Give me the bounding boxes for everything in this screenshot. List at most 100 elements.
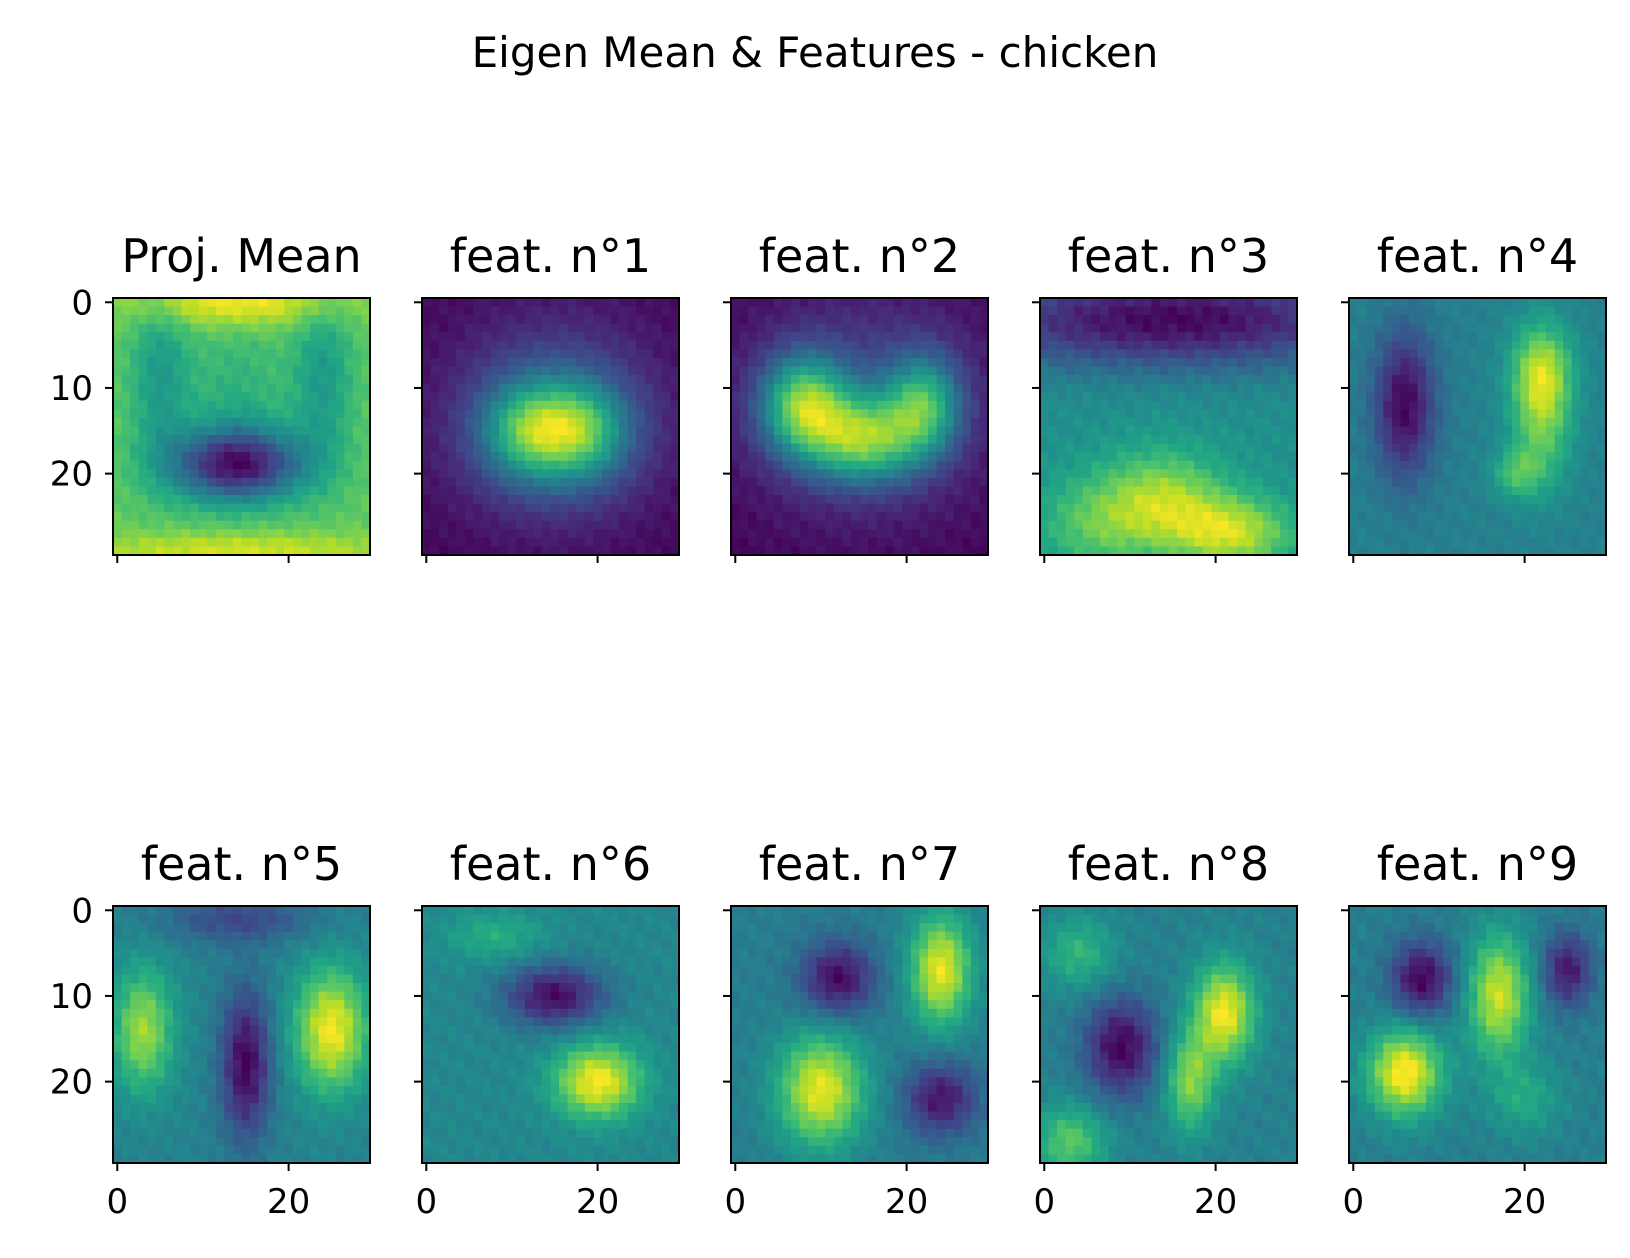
heatmap-cell [352, 306, 363, 316]
heatmap-cell [644, 520, 654, 530]
heatmap-cell [172, 1000, 183, 1010]
heatmap-cell [773, 452, 783, 462]
heatmap-cell [250, 520, 260, 530]
heatmap-cell [953, 537, 963, 548]
heatmap-cell [456, 512, 466, 522]
heatmap-cell [859, 512, 869, 522]
heatmap-cell [310, 306, 320, 316]
heatmap-cell [172, 469, 183, 479]
heatmap-cell [292, 298, 303, 308]
heatmap-cell [533, 332, 543, 342]
heatmap-cell [1074, 306, 1084, 316]
heatmap-cell [1349, 323, 1359, 333]
heatmap-cell [962, 495, 972, 505]
heatmap-cell [1168, 486, 1178, 496]
heatmap-cell [661, 306, 672, 316]
heatmap-cell [190, 914, 200, 924]
heatmap-cell [121, 486, 131, 496]
heatmap-cell [533, 546, 543, 556]
heatmap-cell [172, 503, 183, 513]
heatmap-cell [1597, 375, 1607, 385]
heatmap-cell [953, 392, 963, 402]
heatmap-cell [258, 392, 268, 402]
heatmap-cell [481, 357, 492, 368]
heatmap-cell [1202, 409, 1212, 419]
heatmap-cell [636, 546, 646, 556]
heatmap-cell [1357, 477, 1367, 488]
heatmap-cell [1245, 426, 1255, 436]
heatmap-cell [1057, 323, 1067, 333]
heatmap-cell [352, 486, 363, 496]
heatmap-cell [970, 298, 981, 308]
heatmap-cell [748, 315, 758, 325]
heatmap-cell [1494, 357, 1504, 368]
heatmap-cell [1194, 417, 1204, 428]
heatmap-cell [627, 546, 637, 556]
heatmap-cell [962, 546, 972, 556]
heatmap-cell [1271, 315, 1281, 325]
heatmap-cell [327, 923, 337, 933]
heatmap-cell [1125, 469, 1135, 479]
heatmap-cell [335, 537, 345, 548]
heatmap-cell [516, 460, 526, 470]
heatmap-cell [155, 983, 165, 993]
heatmap-cell [447, 366, 457, 376]
heatmap-cell [773, 529, 783, 539]
heatmap-cell [215, 417, 225, 428]
heatmap-cell [207, 537, 217, 548]
heatmap-cell [138, 392, 148, 402]
heatmap-cell [499, 435, 509, 445]
heatmap-cell [1391, 452, 1401, 462]
heatmap-cell [1279, 306, 1290, 316]
heatmap-cell [1245, 512, 1255, 522]
heatmap-cell [181, 417, 191, 428]
heatmap-cell [250, 1017, 260, 1027]
heatmap-cell [1486, 383, 1496, 393]
heatmap-cell [138, 332, 148, 342]
heatmap-cell [301, 375, 311, 385]
heatmap-cell [636, 537, 646, 548]
heatmap-cell [808, 435, 818, 445]
heatmap-cell [113, 923, 123, 933]
heatmap-cell [1228, 366, 1238, 376]
heatmap-cell [258, 426, 268, 436]
heatmap-cell [284, 1000, 294, 1010]
heatmap-cell [1520, 298, 1530, 308]
heatmap-cell [327, 991, 337, 1001]
heatmap-cell [1366, 460, 1376, 470]
heatmap-cell [327, 392, 337, 402]
heatmap-cell [842, 375, 852, 385]
heatmap-cell [292, 435, 303, 445]
heatmap-cell [327, 948, 337, 958]
heatmap-cell [267, 537, 277, 548]
heatmap-cell [1134, 298, 1144, 308]
heatmap-cell [155, 366, 165, 376]
heatmap-cell [808, 383, 818, 393]
heatmap-cell [335, 991, 345, 1001]
heatmap-cell [113, 991, 123, 1001]
heatmap-cell [559, 460, 569, 470]
heatmap-cell [850, 332, 861, 342]
heatmap-cell [456, 486, 466, 496]
heatmap-cell [481, 375, 492, 385]
subplot-title: feat. n°2 [759, 229, 960, 283]
heatmap-cell [636, 486, 646, 496]
heatmap-cell [661, 546, 672, 556]
heatmap-cell [1057, 426, 1067, 436]
heatmap-cell [1374, 332, 1384, 342]
heatmap-cell [275, 332, 285, 342]
heatmap-cell [661, 417, 672, 428]
heatmap-cell [361, 529, 371, 539]
heatmap-cell [1245, 375, 1255, 385]
heatmap-cell [1520, 366, 1530, 376]
heatmap-cell [1168, 520, 1178, 530]
heatmap-cell [619, 512, 629, 522]
heatmap-cell [190, 948, 200, 958]
heatmap-cell [215, 426, 225, 436]
heatmap-cell [1117, 375, 1127, 385]
heatmap-cell [1400, 392, 1410, 402]
heatmap-cell [979, 546, 989, 556]
heatmap-cell [130, 948, 140, 958]
heatmap-cell [1177, 512, 1187, 522]
heatmap-cell [335, 486, 345, 496]
